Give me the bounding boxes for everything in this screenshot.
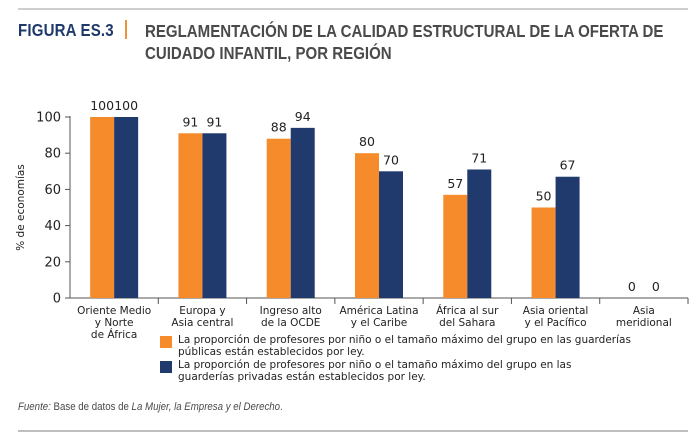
data-label-private: 71 bbox=[471, 150, 487, 165]
x-category-label: Asia bbox=[633, 305, 655, 317]
data-label-private: 91 bbox=[206, 114, 222, 129]
chart-title: REGLAMENTACIÓN DE LA CALIDAD ESTRUCTURAL… bbox=[145, 21, 664, 63]
legend-item-public: La proporción de profesores por niño o e… bbox=[158, 334, 638, 358]
data-label-public: 80 bbox=[359, 134, 375, 149]
bar-public bbox=[178, 133, 203, 298]
legend-label-private-line1: La proporción de profesores por niño o e… bbox=[178, 359, 572, 371]
legend: La proporción de profesores por niño o e… bbox=[158, 334, 638, 384]
figure-label: FIGURA ES.3 bbox=[18, 20, 114, 40]
bar-private bbox=[290, 127, 315, 298]
data-label-private: 94 bbox=[295, 109, 311, 124]
top-rule bbox=[18, 8, 688, 10]
y-tick-label: 80 bbox=[44, 147, 61, 162]
y-tick-label: 100 bbox=[36, 111, 61, 126]
x-category-label: y el Pacífico bbox=[525, 317, 587, 329]
y-tick-label: 40 bbox=[44, 219, 61, 234]
x-category-label: Europa y bbox=[179, 305, 225, 317]
bar-public bbox=[90, 117, 115, 298]
bar-private bbox=[202, 133, 227, 298]
data-label-public: 57 bbox=[447, 176, 463, 191]
data-label-public: 100 bbox=[90, 98, 114, 113]
source-title: La Mujer, la Empresa y el Derecho bbox=[131, 401, 281, 413]
bottom-rule bbox=[18, 430, 688, 432]
source-prefix: Fuente: bbox=[18, 401, 51, 413]
y-tick-label: 0 bbox=[53, 292, 61, 307]
x-category-label: del Sahara bbox=[439, 317, 495, 329]
y-axis-title: % de economías bbox=[15, 164, 27, 251]
data-label-public: 91 bbox=[182, 114, 198, 129]
x-category-label: América Latina bbox=[339, 305, 418, 317]
legend-label-public-line2: públicas están establecidos por ley. bbox=[178, 346, 365, 358]
y-tick-label: 60 bbox=[44, 183, 61, 198]
data-label-private: 0 bbox=[652, 279, 660, 294]
data-label-public: 88 bbox=[271, 120, 287, 135]
x-category-label: Oriente Medio bbox=[77, 305, 151, 317]
legend-label-private-line2: guarderías privadas están establecidos p… bbox=[178, 371, 426, 383]
x-category-label: Asia oriental bbox=[523, 305, 589, 317]
bar-private bbox=[379, 171, 403, 298]
x-category-label: de África bbox=[91, 328, 137, 340]
bar-public bbox=[443, 194, 468, 298]
legend-item-private: La proporción de profesores por niño o e… bbox=[158, 359, 638, 383]
data-label-private: 100 bbox=[114, 98, 138, 113]
data-label-public: 50 bbox=[536, 189, 552, 204]
data-label-public: 0 bbox=[628, 279, 636, 294]
bar-private bbox=[555, 176, 580, 298]
bar-private bbox=[114, 117, 139, 298]
x-category-label: de la OCDE bbox=[261, 317, 320, 329]
x-category-label: Ingreso alto bbox=[260, 305, 322, 317]
bar-public bbox=[266, 138, 291, 298]
data-label-private: 67 bbox=[560, 158, 576, 173]
x-category-label: África al sur bbox=[436, 304, 499, 317]
legend-swatch-public bbox=[160, 336, 172, 348]
y-tick-label: 20 bbox=[44, 255, 61, 270]
x-category-label: y el Caribe bbox=[351, 317, 407, 329]
x-category-label: Asia central bbox=[171, 317, 233, 329]
title-separator bbox=[125, 20, 127, 39]
legend-label-public-line1: La proporción de profesores por niño o e… bbox=[178, 334, 631, 346]
bar-private bbox=[467, 169, 492, 298]
legend-swatch-private bbox=[160, 361, 172, 373]
source-text: Base de datos de bbox=[50, 401, 132, 413]
x-category-label: meridional bbox=[616, 317, 672, 329]
bar-public bbox=[531, 207, 556, 298]
bar-public bbox=[355, 153, 379, 298]
source-note: Fuente: Base de datos de La Mujer, la Em… bbox=[18, 401, 283, 413]
source-suffix: . bbox=[280, 401, 283, 413]
x-category-label: y Norte bbox=[95, 317, 134, 329]
data-label-private: 70 bbox=[383, 152, 399, 167]
